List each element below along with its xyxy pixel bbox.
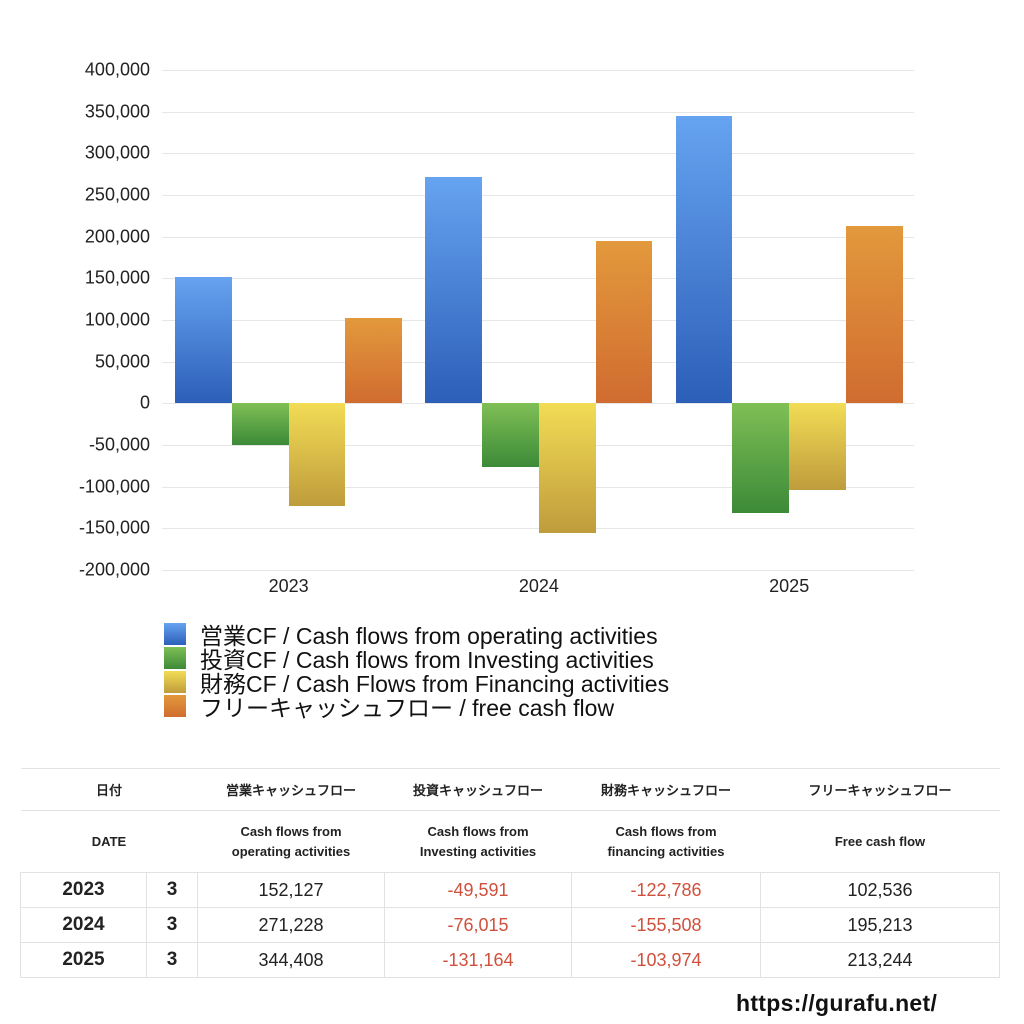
cash-flow-table: 日付 営業キャッシュフロー 投資キャッシュフロー 財務キャッシュフロー フリーキ… — [20, 768, 1000, 978]
table-header-jp: 日付 営業キャッシュフロー 投資キャッシュフロー 財務キャッシュフロー フリーキ… — [20, 768, 1000, 811]
bar-2024-series-2 — [538, 403, 596, 533]
y-tick-label: -150,000 — [78, 517, 150, 538]
table-header-en: DATE Cash flows from operating activities… — [20, 810, 1000, 873]
y-tick-label: 150,000 — [84, 267, 150, 288]
gridline — [162, 320, 914, 321]
header-free-jp: フリーキャッシュフロー — [760, 768, 1000, 811]
table-row: 2024 3 271,228 -76,015 -155,508 195,213 — [20, 907, 1000, 943]
header-investing-jp: 投資キャッシュフロー — [384, 768, 572, 811]
legend-item: 財務CF / Cash Flows from Financing activit… — [164, 670, 669, 697]
financing-cell: -155,508 — [571, 907, 761, 943]
year-cell: 2025 — [20, 942, 147, 978]
header-investing-en: Cash flows from Investing activities — [384, 810, 572, 873]
header-date-en: DATE — [20, 810, 198, 873]
gridline — [162, 278, 914, 280]
gridline — [162, 361, 914, 363]
month-cell: 3 — [146, 907, 198, 943]
legend-swatch-icon — [164, 695, 186, 717]
financing-cell: -103,974 — [571, 942, 761, 978]
gridline — [162, 570, 914, 571]
legend-item: フリーキャッシュフロー / free cash flow — [164, 694, 669, 721]
bar-2025-series-1 — [732, 403, 790, 513]
legend-item: 営業CF / Cash flows from operating activit… — [164, 622, 669, 649]
y-tick-label: 300,000 — [84, 142, 150, 163]
free-cell: 102,536 — [760, 872, 1000, 908]
header-free-en: Free cash flow — [760, 810, 1000, 873]
legend-label: フリーキャッシュフロー / free cash flow — [200, 695, 615, 721]
y-tick-label: -100,000 — [78, 476, 150, 497]
month-cell: 3 — [146, 942, 198, 978]
legend-label: 投資CF / Cash flows from Investing activit… — [200, 647, 654, 673]
bar-2024-series-1 — [482, 403, 539, 467]
y-tick-label: 350,000 — [84, 101, 150, 122]
y-tick-label: 400,000 — [84, 59, 150, 80]
free-cell: 195,213 — [760, 907, 1000, 943]
gridline — [162, 486, 914, 488]
y-tick-label: -200,000 — [78, 559, 150, 580]
chart-legend: 営業CF / Cash flows from operating activit… — [164, 622, 669, 721]
free-cell: 213,244 — [760, 942, 1000, 978]
site-url-link[interactable]: https://gurafu.net/ — [736, 990, 938, 1016]
legend-label: 財務CF / Cash Flows from Financing activit… — [200, 671, 670, 697]
investing-cell: -131,164 — [384, 942, 572, 978]
header-financing-en: Cash flows from financing activities — [571, 810, 761, 873]
investing-cell: -49,591 — [384, 872, 572, 908]
y-tick-label: 200,000 — [84, 226, 150, 247]
y-tick-label: 50,000 — [94, 351, 150, 372]
y-tick-label: 250,000 — [84, 184, 150, 205]
y-tick-label: 0 — [139, 392, 150, 413]
gridline — [162, 153, 914, 155]
bar-2025-series-2 — [789, 403, 846, 490]
header-financing-jp: 財務キャッシュフロー — [571, 768, 761, 811]
year-cell: 2023 — [20, 872, 147, 908]
header-operating-en: Cash flows from operating activities — [197, 810, 385, 873]
header-operating-jp: 営業キャッシュフロー — [197, 768, 385, 811]
x-tick-label: 2025 — [769, 576, 810, 596]
table-row: 2023 3 152,127 -49,591 -122,786 102,536 — [20, 872, 1000, 908]
header-date-jp: 日付 — [20, 768, 198, 811]
operating-cell: 271,228 — [197, 907, 385, 943]
financing-cell: -122,786 — [571, 872, 761, 908]
bar-2025-series-0 — [675, 116, 733, 404]
legend-swatch-icon — [164, 647, 186, 669]
bar-2023-series-3 — [345, 317, 403, 404]
y-tick-label: 100,000 — [84, 309, 150, 330]
x-tick-label: 2023 — [268, 576, 309, 596]
legend-swatch-icon — [164, 671, 186, 693]
table-row: 2025 3 344,408 -131,164 -103,974 213,244 — [20, 942, 1000, 978]
bar-2025-series-3 — [846, 225, 903, 404]
investing-cell: -76,015 — [384, 907, 572, 943]
bar-2024-series-0 — [425, 177, 483, 404]
gridline — [162, 111, 914, 113]
bar-2023-series-2 — [288, 403, 346, 506]
gridline — [162, 70, 914, 71]
y-tick-label: -50,000 — [88, 434, 150, 455]
legend-swatch-icon — [164, 623, 186, 645]
x-tick-label: 2024 — [518, 576, 559, 596]
gridline — [162, 195, 914, 196]
month-cell: 3 — [146, 872, 198, 908]
year-cell: 2024 — [20, 907, 147, 943]
gridline — [162, 528, 914, 530]
operating-cell: 152,127 — [197, 872, 385, 908]
legend-item: 投資CF / Cash flows from Investing activit… — [164, 646, 669, 673]
bar-2024-series-3 — [595, 240, 653, 404]
bar-2023-series-0 — [175, 276, 232, 404]
operating-cell: 344,408 — [197, 942, 385, 978]
legend-label: 営業CF / Cash flows from operating activit… — [200, 623, 658, 649]
bar-2023-series-1 — [231, 403, 289, 445]
cash-flow-bar-chart: 400,000 350,000 300,000 250,000 200,000 150,0… — [78, 59, 914, 596]
gridline — [162, 236, 914, 238]
